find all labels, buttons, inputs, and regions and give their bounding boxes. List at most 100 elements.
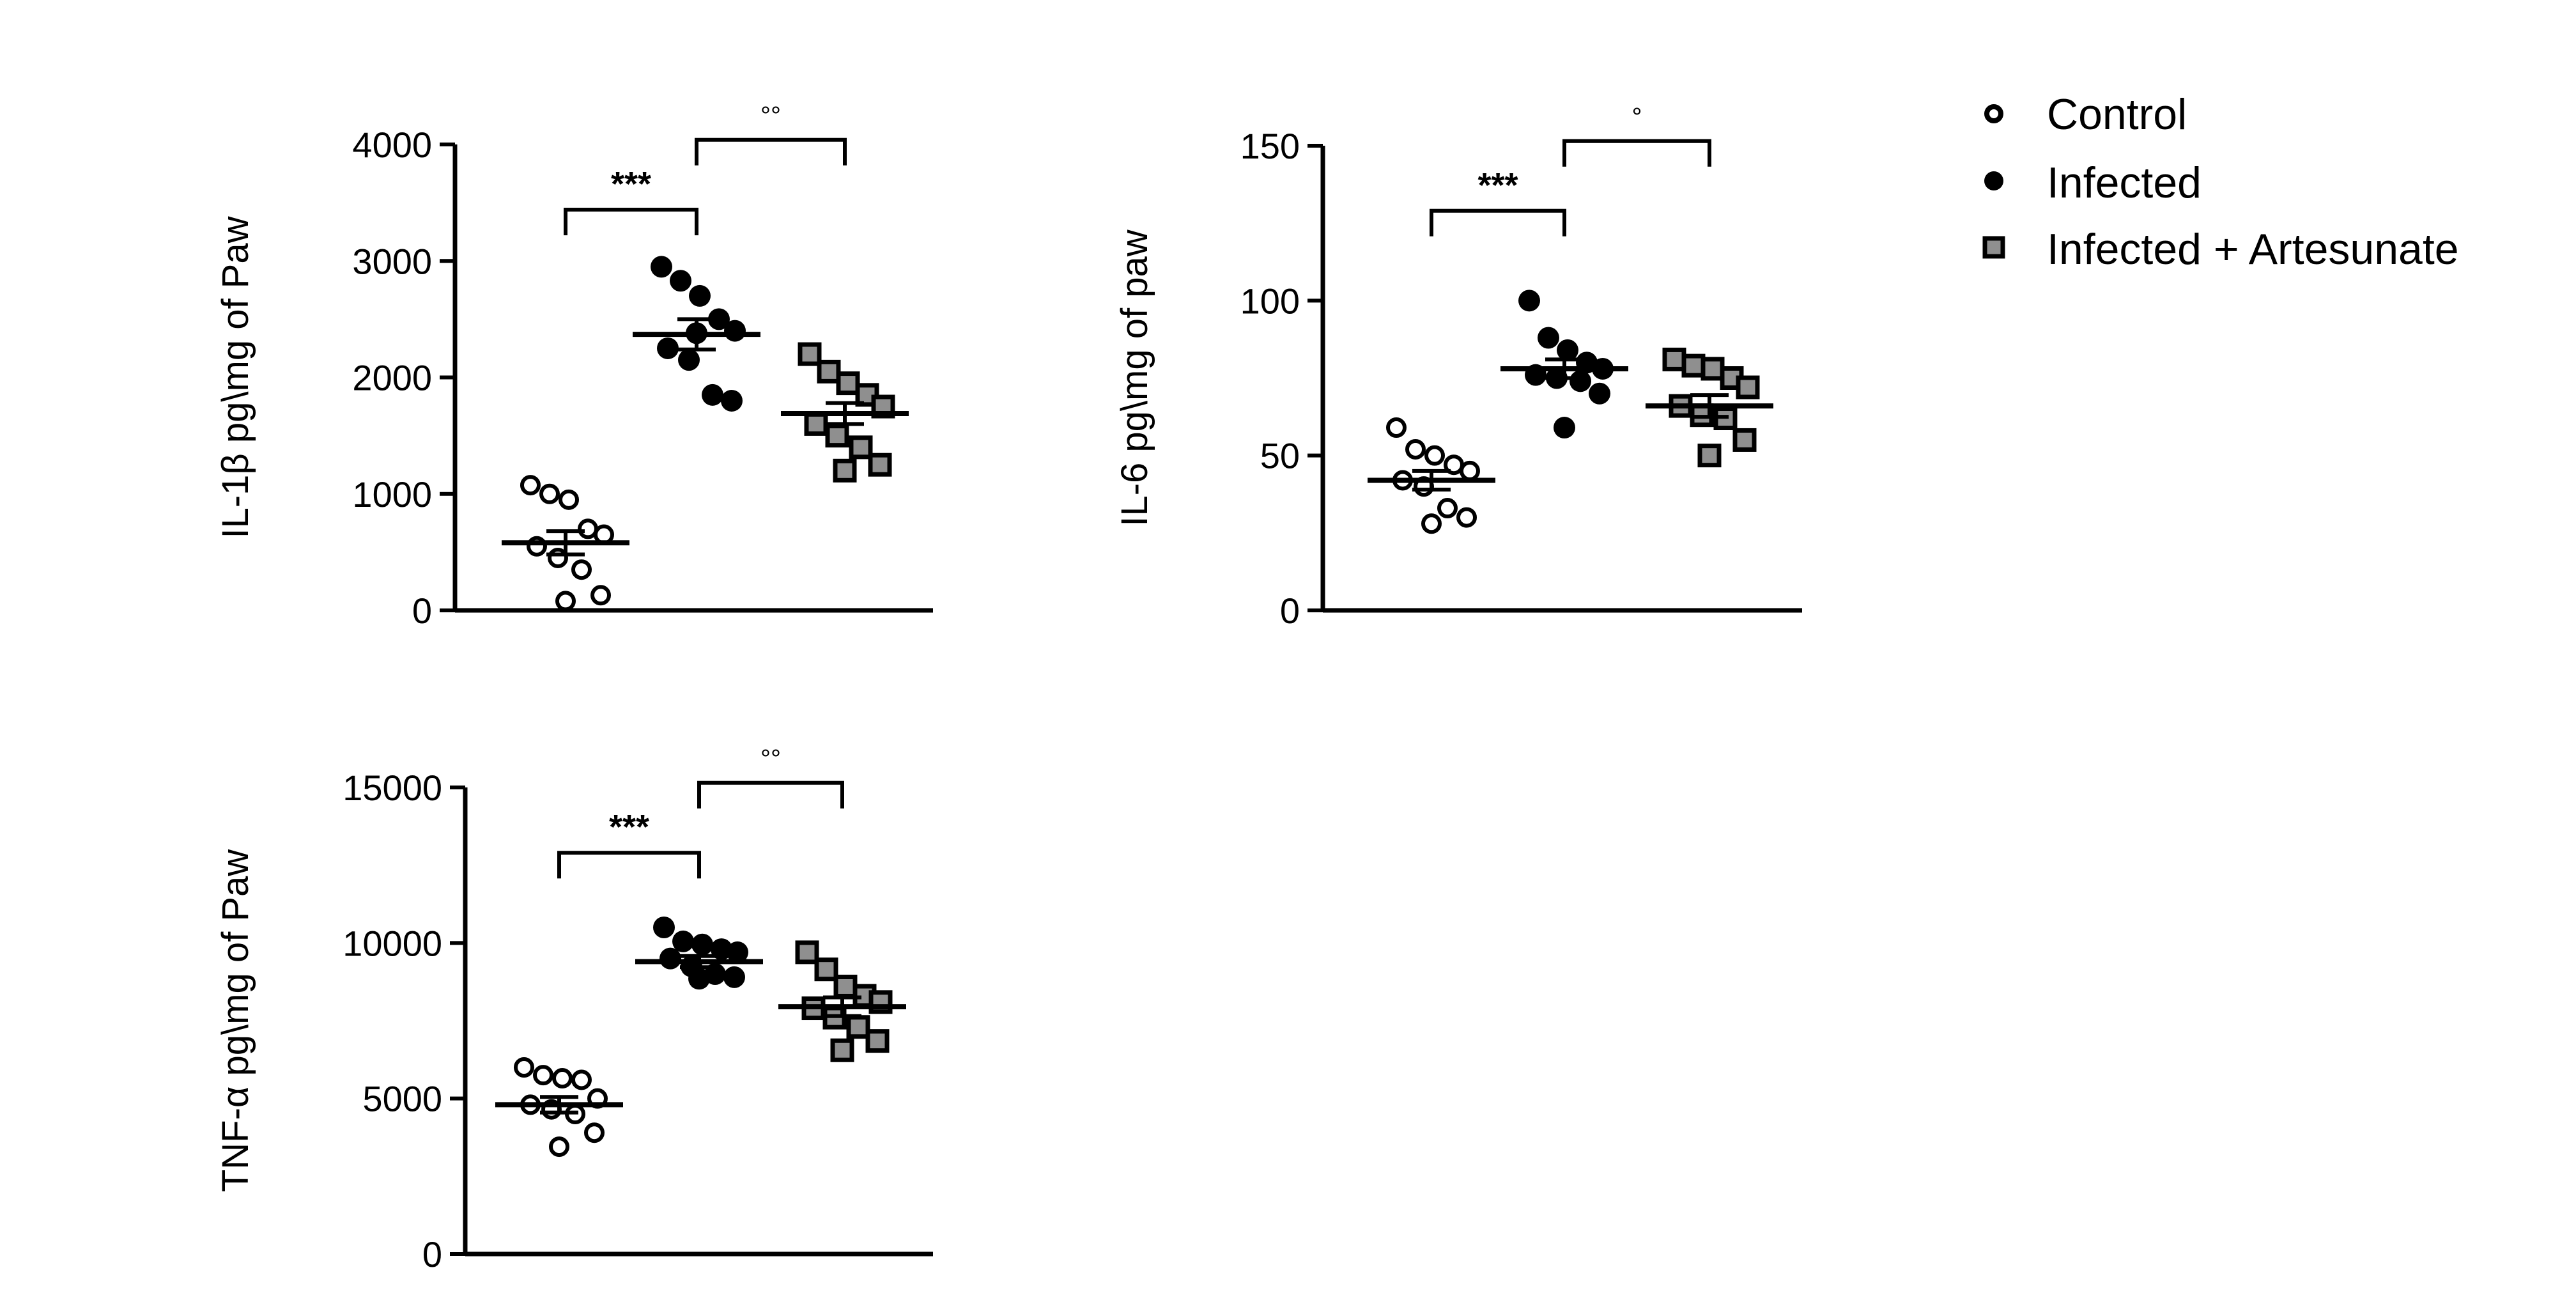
artesunate-point [868, 453, 892, 477]
significance-label: ° [1632, 104, 1642, 132]
artesunate-point [1662, 347, 1686, 371]
significance-bracket [557, 851, 701, 879]
infected-point [689, 284, 711, 307]
infected-point [678, 349, 700, 371]
infected-point [688, 968, 710, 990]
infected-point [657, 337, 679, 359]
infected-point [670, 270, 691, 292]
artesunate-point [795, 940, 819, 964]
control-point [1421, 513, 1442, 534]
artesunate-point [814, 957, 838, 982]
legend: Control Infected Infected + Artesunate [1982, 90, 2459, 274]
legend-item-infected-artesunate: Infected + Artesunate [1982, 225, 2459, 274]
artesunate-point [1736, 375, 1760, 399]
y-tick-label: 10000 [343, 923, 442, 963]
control-point [1386, 417, 1407, 438]
artesunate-point [830, 1038, 854, 1062]
significance-label: *** [609, 808, 649, 846]
infected-point [1538, 327, 1559, 349]
y-axis-label: IL-1β pg\mg of Paw [215, 215, 256, 538]
significance-label: °° [760, 102, 781, 130]
y-tick-label: 150 [1240, 126, 1300, 166]
control-point [1437, 498, 1458, 519]
y-tick-label: 1000 [352, 474, 432, 515]
control-point [1424, 445, 1445, 466]
legend-label-control: Control [2047, 90, 2187, 139]
significance-label: *** [1477, 166, 1518, 205]
il1b-panel: 0 1000 2000 3000 4000 IL-1β pg\mg of Paw *** °° [215, 102, 933, 631]
open-circle-icon [1984, 104, 2003, 123]
infected-point [1557, 339, 1578, 361]
artesunate-point [804, 412, 828, 436]
infected-point [1518, 290, 1540, 312]
y-tick-label: 5000 [362, 1079, 442, 1119]
artesunate-point [846, 1015, 870, 1039]
artesunate-point [1681, 353, 1706, 378]
artesunate-point [833, 974, 858, 998]
artesunate-point [836, 371, 860, 396]
y-tick-label: 3000 [352, 241, 432, 281]
infected-point [702, 383, 723, 406]
significance-label: °° [760, 745, 781, 773]
artesunate-point [817, 359, 841, 383]
control-point [555, 591, 576, 612]
control-point [1456, 507, 1477, 528]
y-tick-label: 50 [1260, 436, 1300, 476]
infected-point [727, 941, 748, 963]
control-point [549, 1136, 569, 1158]
artesunate-point [849, 435, 873, 460]
y-tick-label: 0 [422, 1234, 442, 1274]
infected-point [708, 308, 730, 330]
control-point [571, 559, 592, 580]
legend-label-infected: Infected [2047, 159, 2202, 207]
significance-bracket [697, 780, 844, 809]
y-tick-label: 0 [412, 591, 432, 631]
infected-point [691, 933, 713, 956]
legend-label-infected-artesunate: Infected + Artesunate [2047, 225, 2459, 274]
filled-circle-icon [1984, 171, 2003, 190]
control-point [1405, 438, 1426, 460]
significance-bracket [1430, 208, 1566, 236]
gray-square-icon [1982, 236, 2005, 259]
control-point [514, 1057, 534, 1078]
infected-point [653, 917, 675, 938]
y-tick-label: 100 [1240, 281, 1300, 321]
infected-point [1570, 370, 1591, 392]
legend-item-infected: Infected [1984, 159, 2202, 207]
control-point [520, 475, 541, 496]
control-point [590, 585, 611, 606]
y-axis-label: TNF-α pg\mg of Paw [215, 849, 256, 1192]
y-tick-label: 4000 [352, 125, 432, 165]
artesunate-point [1701, 357, 1725, 381]
infected-point [721, 389, 743, 412]
infected-point [659, 947, 681, 970]
il6-panel: 0 50 100 150 IL-6 pg\mg of paw *** ° [1114, 104, 1802, 631]
artesunate-point [1697, 444, 1722, 468]
infected-point [651, 256, 672, 278]
tnfa-panel: 0 5000 10000 15000 TNF-α pg\mg of Paw *** °° [215, 745, 933, 1274]
y-axis-label: IL-6 pg\mg of paw [1114, 229, 1155, 526]
artesunate-point [865, 1029, 890, 1053]
control-point [559, 489, 579, 510]
infected-point [672, 930, 694, 952]
infected-point [1554, 417, 1575, 439]
control-point [533, 1065, 553, 1086]
significance-bracket [1562, 139, 1711, 167]
significance-bracket [695, 137, 847, 166]
artesunate-point [798, 342, 822, 366]
significance-bracket [564, 208, 698, 236]
infected-point [723, 966, 745, 988]
control-point [552, 1068, 573, 1089]
y-tick-label: 15000 [343, 768, 442, 808]
y-tick-label: 0 [1280, 591, 1300, 631]
infected-point [1589, 382, 1610, 405]
y-tick-label: 2000 [352, 358, 432, 398]
control-point [1460, 460, 1480, 481]
artesunate-point [833, 458, 857, 483]
legend-item-control: Control [1984, 90, 2187, 139]
infected-point [724, 320, 746, 342]
significance-label: *** [611, 165, 651, 203]
control-point [571, 1069, 592, 1090]
control-point [584, 1122, 605, 1143]
